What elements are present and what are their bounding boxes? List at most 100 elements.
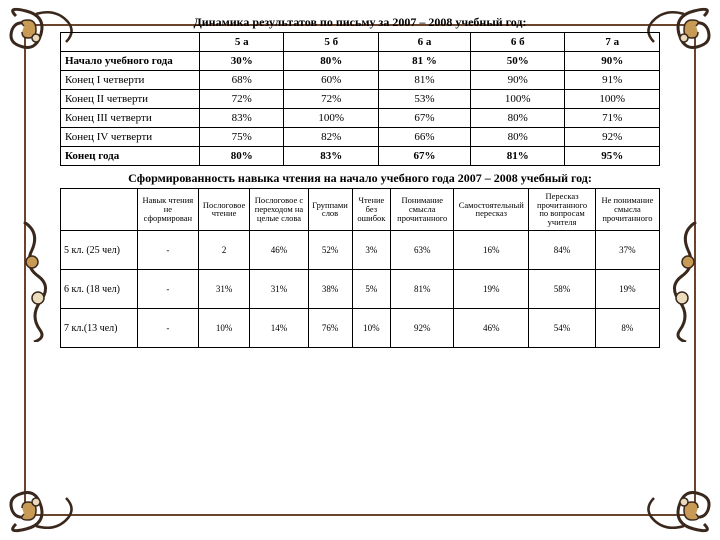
table1-header-cell: 7 а xyxy=(565,32,660,51)
data-cell: 80% xyxy=(200,146,284,165)
row-label: Конец II четверти xyxy=(61,89,200,108)
data-cell: 31% xyxy=(250,270,308,309)
data-cell: 10% xyxy=(352,309,391,348)
data-cell: 67% xyxy=(378,146,470,165)
data-cell: 8% xyxy=(595,309,659,348)
data-cell: 19% xyxy=(595,270,659,309)
table2-header-cell: Группами слов xyxy=(308,188,352,231)
data-cell: 90% xyxy=(470,70,565,89)
side-ornament-icon xyxy=(664,222,710,342)
data-cell: 38% xyxy=(308,270,352,309)
data-cell: 95% xyxy=(565,146,660,165)
row-label: Конец года xyxy=(61,146,200,165)
table1-header-cell: 5 б xyxy=(284,32,379,51)
row-label: Конец IV четверти xyxy=(61,127,200,146)
table2-header-cell: Самостоятельный пересказ xyxy=(454,188,529,231)
data-cell: 81 % xyxy=(378,51,470,70)
data-cell: 68% xyxy=(200,70,284,89)
data-cell: 16% xyxy=(454,231,529,270)
data-cell: - xyxy=(138,231,199,270)
row-label: Конец III четверти xyxy=(61,108,200,127)
data-cell: 31% xyxy=(198,270,250,309)
table-row: 7 кл.(13 чел)-10%14%76%10%92%46%54%8% xyxy=(61,309,660,348)
data-cell: 83% xyxy=(284,146,379,165)
table1-header-cell: 5 а xyxy=(200,32,284,51)
data-cell: 84% xyxy=(529,231,596,270)
table2-header-cell: Навык чтения не сформирован xyxy=(138,188,199,231)
table2-title: Сформированность навыка чтения на начало… xyxy=(128,172,592,186)
data-cell: 5% xyxy=(352,270,391,309)
results-table: 5 а5 б6 а6 б7 а Начало учебного года30%8… xyxy=(60,32,660,166)
reading-skills-table: Навык чтения не сформированПослоговое чт… xyxy=(60,188,660,349)
side-ornament-icon xyxy=(10,222,56,342)
table1-header-cell xyxy=(61,32,200,51)
data-cell: 53% xyxy=(378,89,470,108)
table-row: Конец IV четверти75%82%66%80%92% xyxy=(61,127,660,146)
data-cell: 30% xyxy=(200,51,284,70)
table1-header-cell: 6 а xyxy=(378,32,470,51)
data-cell: 52% xyxy=(308,231,352,270)
table1-header-cell: 6 б xyxy=(470,32,565,51)
table-row: Конец I четверти68%60%81%90%91% xyxy=(61,70,660,89)
table2-header-cell: Послоговое чтение xyxy=(198,188,250,231)
data-cell: 90% xyxy=(565,51,660,70)
row-label: 5 кл. (25 чел) xyxy=(61,231,138,270)
data-cell: 92% xyxy=(391,309,454,348)
data-cell: 83% xyxy=(200,108,284,127)
data-cell: 54% xyxy=(529,309,596,348)
row-label: Начало учебного года xyxy=(61,51,200,70)
data-cell: 19% xyxy=(454,270,529,309)
data-cell: 75% xyxy=(200,127,284,146)
data-cell: 60% xyxy=(284,70,379,89)
data-cell: 2 xyxy=(198,231,250,270)
table2-header-cell: Пересказ прочитанного по вопросам учител… xyxy=(529,188,596,231)
data-cell: 80% xyxy=(470,108,565,127)
table2-header-cell xyxy=(61,188,138,231)
data-cell: 58% xyxy=(529,270,596,309)
data-cell: 46% xyxy=(250,231,308,270)
table-row: 6 кл. (18 чел)-31%31%38%5%81%19%58%19% xyxy=(61,270,660,309)
data-cell: 76% xyxy=(308,309,352,348)
data-cell: 80% xyxy=(284,51,379,70)
data-cell: - xyxy=(138,309,199,348)
data-cell: 46% xyxy=(454,309,529,348)
data-cell: 14% xyxy=(250,309,308,348)
table-row: Конец II четверти72%72%53%100%100% xyxy=(61,89,660,108)
table-row: Начало учебного года30%80%81 %50%90% xyxy=(61,51,660,70)
table1-title: Динамика результатов по письму за 2007 –… xyxy=(193,16,526,30)
table-row: Конец года80%83%67%81%95% xyxy=(61,146,660,165)
data-cell: 71% xyxy=(565,108,660,127)
data-cell: 100% xyxy=(470,89,565,108)
data-cell: 72% xyxy=(284,89,379,108)
data-cell: 100% xyxy=(284,108,379,127)
content-area: Динамика результатов по письму за 2007 –… xyxy=(60,16,660,348)
data-cell: - xyxy=(138,270,199,309)
table-row: Конец III четверти83%100%67%80%71% xyxy=(61,108,660,127)
row-label: 6 кл. (18 чел) xyxy=(61,270,138,309)
data-cell: 82% xyxy=(284,127,379,146)
table2-header-cell: Послоговое с переходом на целые слова xyxy=(250,188,308,231)
data-cell: 67% xyxy=(378,108,470,127)
data-cell: 37% xyxy=(595,231,659,270)
data-cell: 66% xyxy=(378,127,470,146)
data-cell: 3% xyxy=(352,231,391,270)
data-cell: 72% xyxy=(200,89,284,108)
data-cell: 80% xyxy=(470,127,565,146)
row-label: Конец I четверти xyxy=(61,70,200,89)
table2-header-cell: Чтение без ошибок xyxy=(352,188,391,231)
row-label: 7 кл.(13 чел) xyxy=(61,309,138,348)
data-cell: 92% xyxy=(565,127,660,146)
corner-ornament-icon xyxy=(644,464,714,534)
data-cell: 50% xyxy=(470,51,565,70)
data-cell: 100% xyxy=(565,89,660,108)
table-row: 5 кл. (25 чел)-246%52%3%63%16%84%37% xyxy=(61,231,660,270)
data-cell: 81% xyxy=(391,270,454,309)
data-cell: 63% xyxy=(391,231,454,270)
data-cell: 91% xyxy=(565,70,660,89)
table2-header-cell: Понимание смысла прочитанного xyxy=(391,188,454,231)
corner-ornament-icon xyxy=(6,464,76,534)
data-cell: 81% xyxy=(378,70,470,89)
data-cell: 81% xyxy=(470,146,565,165)
data-cell: 10% xyxy=(198,309,250,348)
table2-header-cell: Не понимание смысла прочитанного xyxy=(595,188,659,231)
